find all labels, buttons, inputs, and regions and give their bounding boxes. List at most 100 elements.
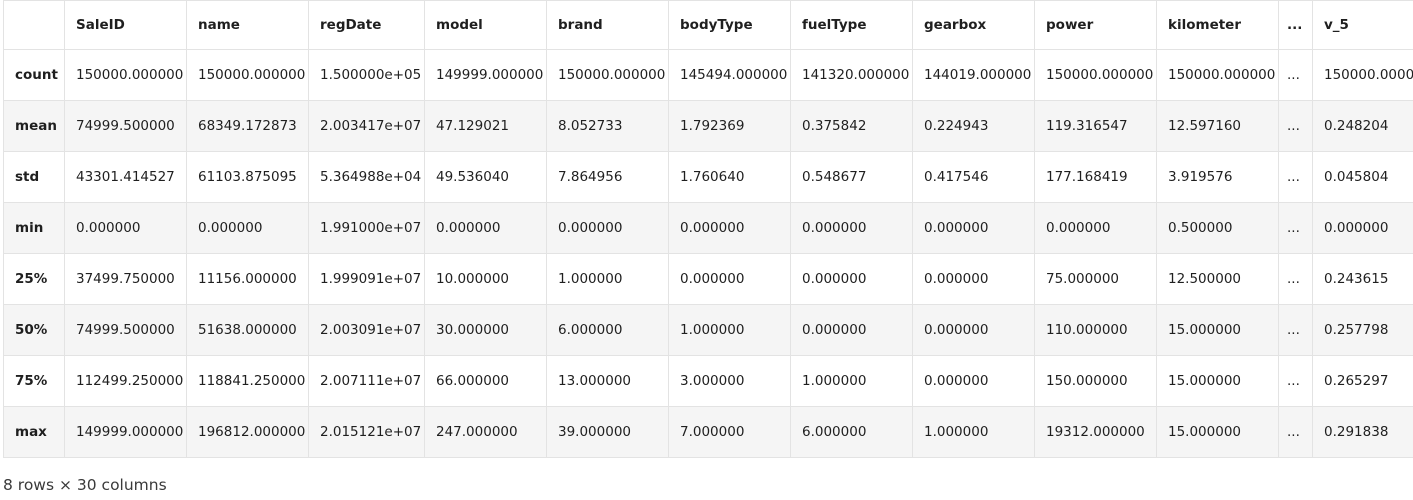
table-cell: 145494.000000	[668, 49, 791, 101]
table-cell: 12.500000	[1156, 253, 1279, 305]
table-cell: 0.000000	[1034, 202, 1157, 254]
table-cell: 1.000000	[668, 304, 791, 356]
table-cell: 15.000000	[1156, 406, 1279, 458]
table-cell: 2.007111e+07	[308, 355, 425, 407]
table-cell: 15.000000	[1156, 355, 1279, 407]
table-row: count 150000.000000 150000.000000 1.500000e…	[3, 49, 1413, 101]
table-cell: 150000.000000	[546, 49, 669, 101]
table-row: std 43301.414527 61103.875095 5.364988e+04 4…	[3, 151, 1413, 203]
table-cell: 149999.000000	[64, 406, 187, 458]
column-header: kilometer	[1156, 0, 1279, 50]
column-header: v_5	[1312, 0, 1413, 50]
table-cell: 11156.000000	[186, 253, 309, 305]
table-cell: 0.000000	[790, 202, 913, 254]
table-cell: 177.168419	[1034, 151, 1157, 203]
table-cell: 0.000000	[668, 253, 791, 305]
table-cell: 3.919576	[1156, 151, 1279, 203]
table-cell: 119.316547	[1034, 100, 1157, 152]
table-cell: 75.000000	[1034, 253, 1157, 305]
table-cell: 0.417546	[912, 151, 1035, 203]
table-cell: 61103.875095	[186, 151, 309, 203]
table-cell: 0.000000	[912, 202, 1035, 254]
table-cell: 0.375842	[790, 100, 913, 152]
table-cell: 247.000000	[424, 406, 547, 458]
ellipsis-cell: ...	[1278, 406, 1313, 458]
table-cell: 112499.250000	[64, 355, 187, 407]
table-row: mean 74999.500000 68349.172873 2.003417e+07…	[3, 100, 1413, 152]
table-cell: 0.548677	[790, 151, 913, 203]
table-cell: 118841.250000	[186, 355, 309, 407]
table-cell: 2.003417e+07	[308, 100, 425, 152]
table-cell: 74999.500000	[64, 304, 187, 356]
table-cell: 0.000000	[64, 202, 187, 254]
table-cell: 2.015121e+07	[308, 406, 425, 458]
table-cell: 0.000000	[912, 304, 1035, 356]
ellipsis-cell: ...	[1278, 202, 1313, 254]
table-cell: 141320.000000	[790, 49, 913, 101]
table-cell: 150000.000000	[64, 49, 187, 101]
table-cell: 43301.414527	[64, 151, 187, 203]
dataframe-output: SaleID name regDate model brand bodyType fuelT…	[3, 0, 1413, 458]
row-index-label: count	[3, 49, 65, 101]
table-cell: 1.999091e+07	[308, 253, 425, 305]
ellipsis-cell: ...	[1278, 151, 1313, 203]
table-cell: 0.291838	[1312, 406, 1413, 458]
index-header-cell	[3, 0, 65, 50]
header-row: SaleID name regDate model brand bodyType fuelT…	[3, 0, 1413, 50]
table-cell: 0.265297	[1312, 355, 1413, 407]
row-index-label: 50%	[3, 304, 65, 356]
table-cell: 66.000000	[424, 355, 547, 407]
table-cell: 13.000000	[546, 355, 669, 407]
table-cell: 0.000000	[790, 253, 913, 305]
table-cell: 110.000000	[1034, 304, 1157, 356]
column-header: model	[424, 0, 547, 50]
table-cell: 0.000000	[546, 202, 669, 254]
table-cell: 1.760640	[668, 151, 791, 203]
table-cell: 196812.000000	[186, 406, 309, 458]
table-cell: 19312.000000	[1034, 406, 1157, 458]
ellipsis-header-cell: ...	[1278, 0, 1313, 50]
table-row: max 149999.000000 196812.000000 2.015121e+0…	[3, 406, 1413, 458]
shape-summary: 8 rows × 30 columns	[3, 476, 167, 494]
ellipsis-cell: ...	[1278, 304, 1313, 356]
table-cell: 1.000000	[912, 406, 1035, 458]
table-cell: 150000.000000	[1156, 49, 1279, 101]
table-cell: 150000.000000	[1312, 49, 1413, 101]
column-header: fuelType	[790, 0, 913, 50]
row-index-label: max	[3, 406, 65, 458]
table-cell: 37499.750000	[64, 253, 187, 305]
column-header: regDate	[308, 0, 425, 50]
column-header: gearbox	[912, 0, 1035, 50]
table-cell: 0.045804	[1312, 151, 1413, 203]
table-cell: 7.864956	[546, 151, 669, 203]
column-header: name	[186, 0, 309, 50]
ellipsis-cell: ...	[1278, 355, 1313, 407]
table-cell: 39.000000	[546, 406, 669, 458]
table-cell: 1.500000e+05	[308, 49, 425, 101]
row-index-label: mean	[3, 100, 65, 152]
table-cell: 74999.500000	[64, 100, 187, 152]
table-cell: 30.000000	[424, 304, 547, 356]
table-cell: 8.052733	[546, 100, 669, 152]
table-cell: 0.000000	[790, 304, 913, 356]
table-row: 25% 37499.750000 11156.000000 1.999091e+07 1…	[3, 253, 1413, 305]
table-cell: 7.000000	[668, 406, 791, 458]
table-cell: 5.364988e+04	[308, 151, 425, 203]
table-cell: 49.536040	[424, 151, 547, 203]
column-header: power	[1034, 0, 1157, 50]
table-cell: 10.000000	[424, 253, 547, 305]
describe-table: SaleID name regDate model brand bodyType fuelT…	[3, 0, 1413, 458]
table-cell: 0.257798	[1312, 304, 1413, 356]
table-cell: 0.500000	[1156, 202, 1279, 254]
ellipsis-cell: ...	[1278, 100, 1313, 152]
table-cell: 51638.000000	[186, 304, 309, 356]
table-cell: 0.000000	[668, 202, 791, 254]
table-cell: 0.248204	[1312, 100, 1413, 152]
table-cell: 0.000000	[912, 355, 1035, 407]
table-cell: 2.003091e+07	[308, 304, 425, 356]
table-cell: 1.000000	[546, 253, 669, 305]
table-cell: 12.597160	[1156, 100, 1279, 152]
table-cell: 1.000000	[790, 355, 913, 407]
column-header: brand	[546, 0, 669, 50]
row-index-label: 75%	[3, 355, 65, 407]
